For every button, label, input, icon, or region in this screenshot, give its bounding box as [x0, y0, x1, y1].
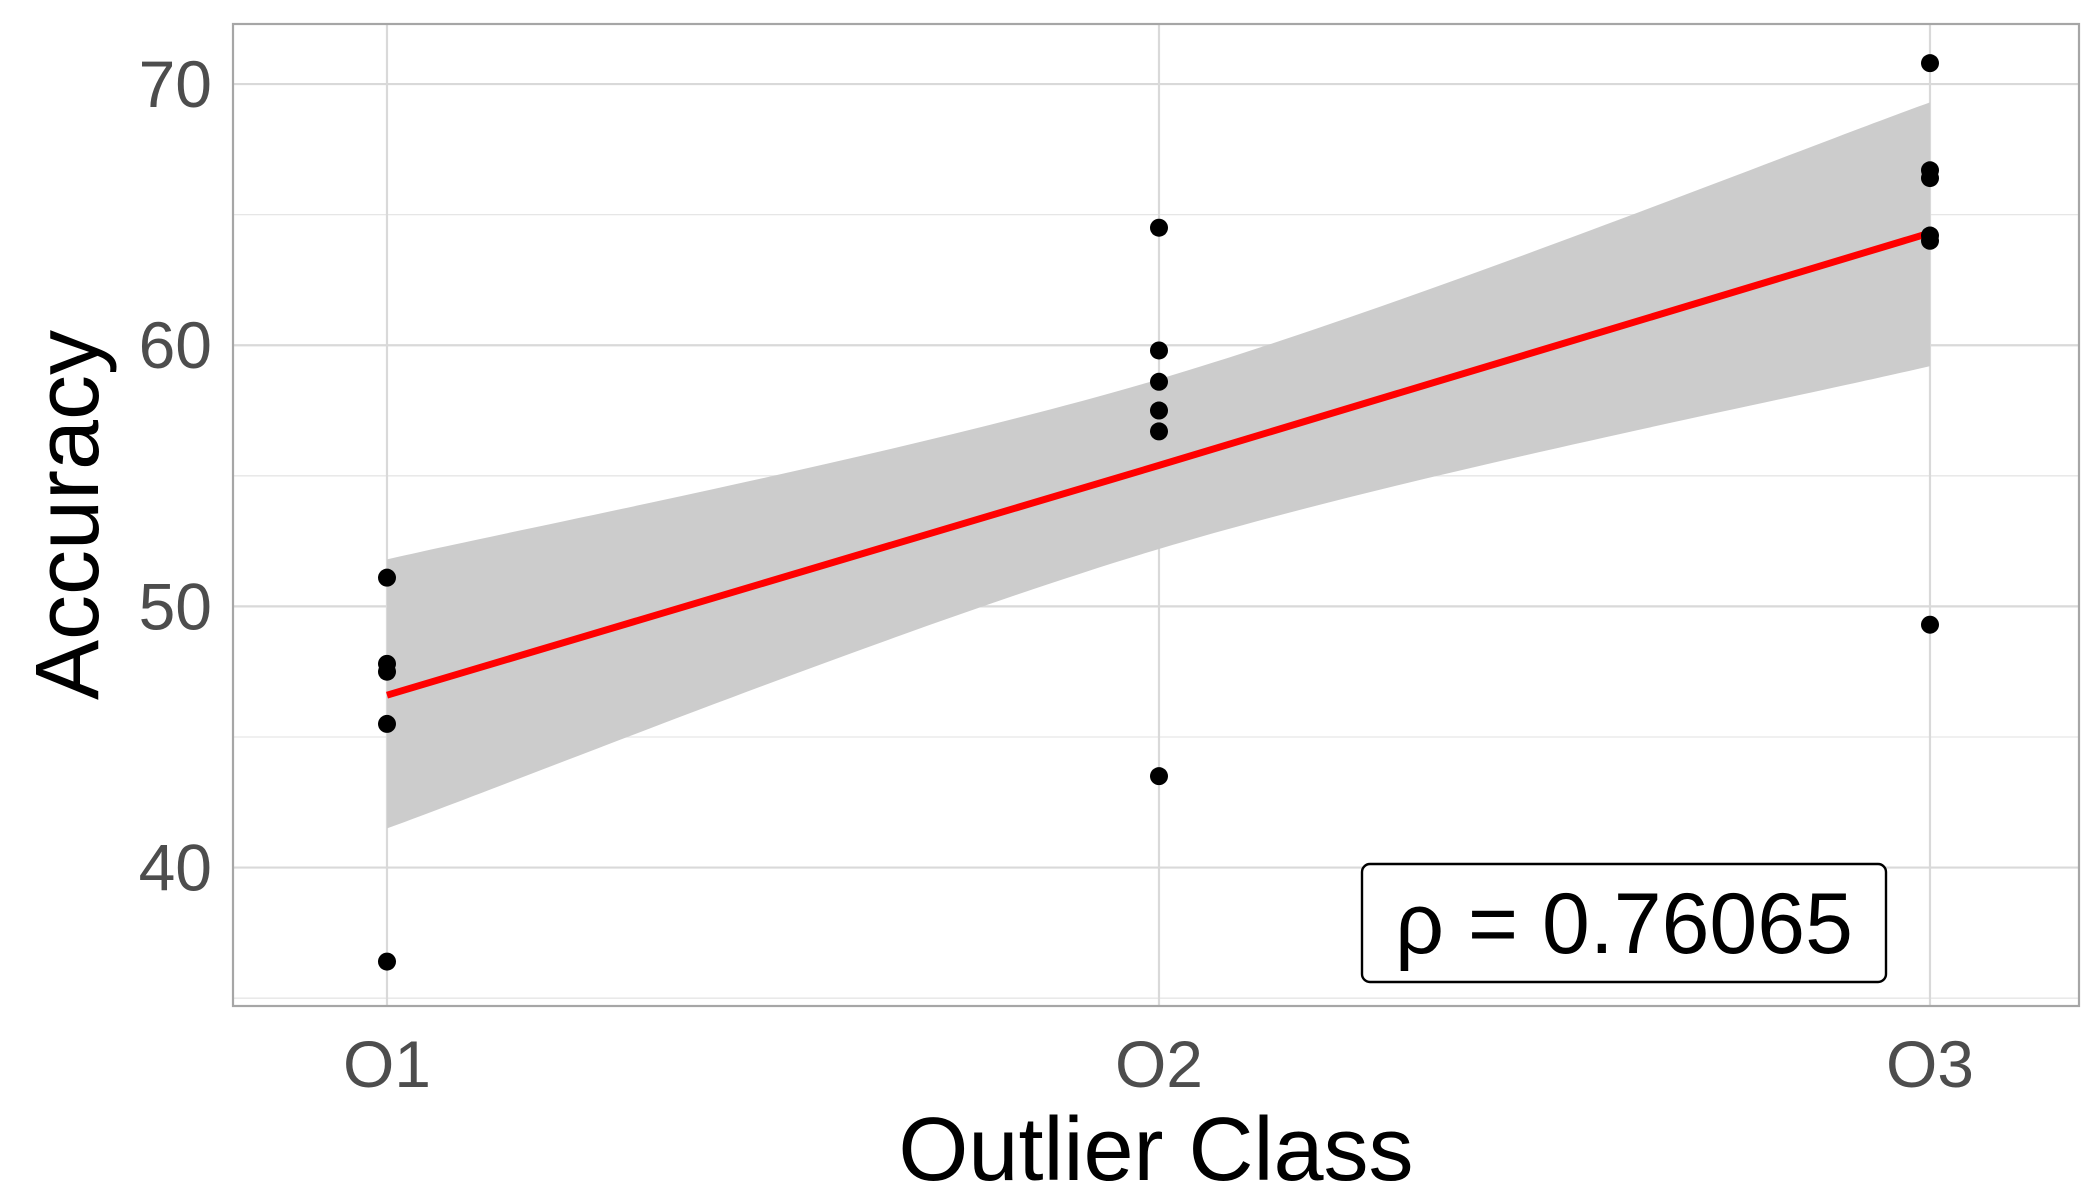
y-tick-label: 60: [139, 308, 212, 382]
x-axis-ticks: O1 O2 O3: [343, 1027, 1974, 1101]
data-point: [1921, 615, 1939, 634]
regression-line-layer: [386, 229, 1932, 699]
data-point: [1150, 341, 1168, 360]
data-point: [1150, 218, 1168, 237]
data-point: [378, 714, 396, 733]
x-tick-label: O1: [343, 1027, 431, 1101]
data-point: [1150, 422, 1168, 441]
data-point: [1150, 401, 1168, 420]
y-tick-label: 50: [139, 569, 212, 643]
data-point: [1150, 767, 1168, 786]
correlation-annotation: ρ = 0.76065: [1360, 862, 1888, 984]
data-point: [1150, 372, 1168, 391]
x-tick-label: O2: [1115, 1027, 1203, 1101]
data-point: [378, 662, 396, 681]
annotation-box: [1360, 862, 1888, 984]
data-point: [378, 568, 396, 587]
data-point: [1921, 54, 1939, 73]
data-point: [378, 952, 396, 971]
y-tick-label: 40: [139, 831, 212, 905]
regression-line: [386, 229, 1932, 699]
data-point: [1921, 169, 1939, 188]
data-point: [1921, 231, 1939, 250]
y-axis-ticks: 40 50 60 70: [139, 47, 212, 905]
annotation-label: ρ = 0.76065: [1395, 876, 1853, 972]
data-points: [378, 54, 1939, 971]
y-tick-label: 70: [139, 47, 212, 121]
x-axis-title: Outlier Class: [898, 1100, 1413, 1200]
plot-panel-border: [231, 22, 2081, 1008]
x-tick-label: O3: [1886, 1027, 1974, 1101]
y-axis-title: Accuracy: [18, 330, 118, 700]
